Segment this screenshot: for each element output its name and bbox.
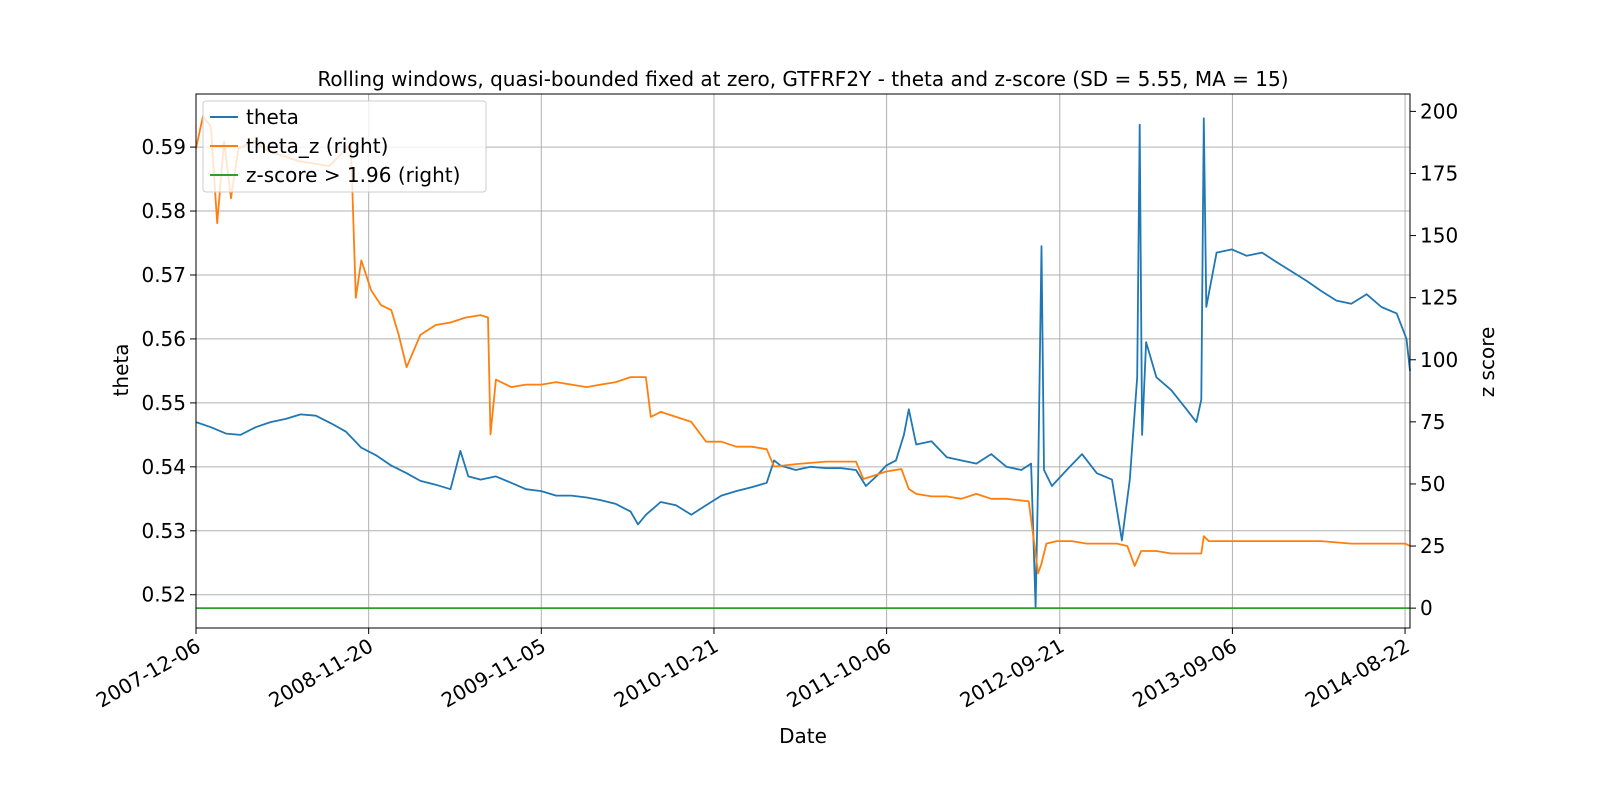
legend-label: z-score > 1.96 (right) [246, 163, 460, 187]
x-tick-label: 2010-10-21 [610, 634, 723, 713]
x-tick-label: 2007-12-06 [92, 634, 205, 713]
y-left-tick-label: 0.57 [141, 263, 186, 287]
legend: theta theta_z (right) z-score > 1.96 (righ… [202, 100, 487, 193]
grid [195, 94, 1410, 628]
y-left-tick-label: 0.59 [141, 135, 186, 159]
chart-title: Rolling windows, quasi-bounded fixed at … [317, 67, 1288, 91]
series-line-1 [195, 115, 1411, 575]
x-tick-label: 2009-11-05 [437, 634, 550, 713]
y-left-tick-label: 0.58 [141, 199, 186, 223]
y-right-tick-label: 75 [1420, 410, 1445, 434]
legend-label: theta [246, 105, 299, 129]
x-axis-title: Date [779, 724, 827, 748]
y-right-tick-label: 50 [1420, 472, 1445, 496]
plot-frame [195, 93, 1411, 629]
y-left-tick-label: 0.55 [141, 391, 186, 415]
y-axis-left-title: theta [109, 344, 133, 397]
y-right-tick-label: 150 [1420, 224, 1458, 248]
x-tick-label: 2011-10-06 [782, 634, 895, 713]
y-right-tick-label: 200 [1420, 99, 1458, 123]
y-right-tick-label: 0 [1420, 596, 1433, 620]
y-right-tick-label: 125 [1420, 286, 1458, 310]
y-left-tick-label: 0.53 [141, 519, 186, 543]
axes [195, 93, 1411, 629]
y-left-tick-label: 0.56 [141, 327, 186, 351]
x-tick-label: 2013-09-06 [1128, 634, 1241, 713]
y-axis-right-title: z score [1475, 327, 1499, 398]
series-layer [195, 115, 1411, 609]
x-tick-label: 2012-09-21 [956, 634, 1069, 713]
y-right-tick-label: 25 [1420, 534, 1445, 558]
x-tick-label: 2008-11-20 [264, 634, 377, 713]
y-right-tick-label: 175 [1420, 161, 1458, 185]
y-left-tick-label: 0.52 [141, 583, 186, 607]
x-tick-label: 2014-08-22 [1301, 634, 1414, 713]
legend-label: theta_z (right) [246, 134, 388, 158]
legend-box [202, 100, 487, 193]
y-right-tick-label: 100 [1420, 348, 1458, 372]
y-left-tick-label: 0.54 [141, 455, 186, 479]
series-line-0 [195, 117, 1411, 609]
